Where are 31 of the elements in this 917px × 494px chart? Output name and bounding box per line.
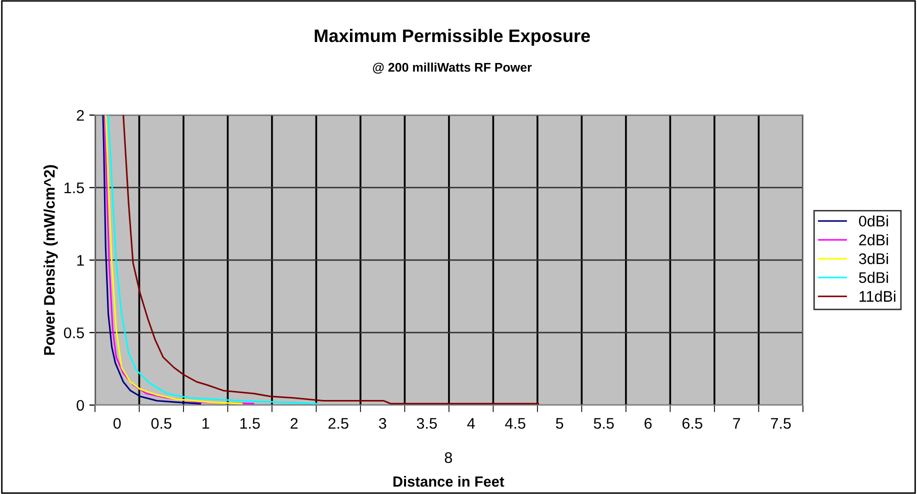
x-tick-label: 7.5 [770, 418, 791, 429]
x-axis-title: Distance in Feet [393, 476, 504, 487]
x-tick-label: 1 [202, 418, 210, 429]
x-tick-label: 0.5 [151, 418, 172, 429]
x-tick-label: 4.5 [505, 418, 526, 429]
legend-label: 0dBi [859, 215, 888, 227]
x-tick-label: 6.5 [682, 418, 702, 429]
y-axis-title: Power Density (mW/cm^2) [44, 165, 58, 355]
x-tick-label: 5 [556, 418, 564, 429]
x-tick-label: 7 [733, 418, 740, 429]
legend-label: 11dBi [860, 290, 896, 302]
x-tick-label: 2.5 [328, 418, 348, 429]
x-tick-label: 4 [467, 418, 475, 429]
y-tick-label: 2 [76, 110, 84, 121]
x-tick-label: 3.5 [416, 418, 437, 429]
legend-label: 2dBi [859, 234, 888, 246]
x-tick-label: 1.5 [240, 418, 260, 429]
text: 8 [444, 452, 452, 464]
y-tick-label: 1.5 [64, 182, 84, 194]
x-tick-label: 2 [290, 418, 298, 429]
x-tick-label: 0 [113, 418, 121, 429]
x-tick-label: 5.5 [594, 418, 614, 429]
x-tick-label: 6 [644, 418, 652, 429]
legend-label: 5dBi [859, 272, 888, 284]
legend-label: 3dBi [858, 252, 888, 264]
y-tick-label: 1 [77, 255, 84, 266]
chart-title: Maximum Permissible Exposure [314, 28, 590, 46]
y-tick-label: 0.5 [64, 327, 84, 338]
x-tick-label: 3 [378, 418, 386, 429]
chart-subtitle: @ 200 milliWatts RF Power [372, 62, 532, 74]
y-tick-label: 0 [76, 400, 84, 411]
